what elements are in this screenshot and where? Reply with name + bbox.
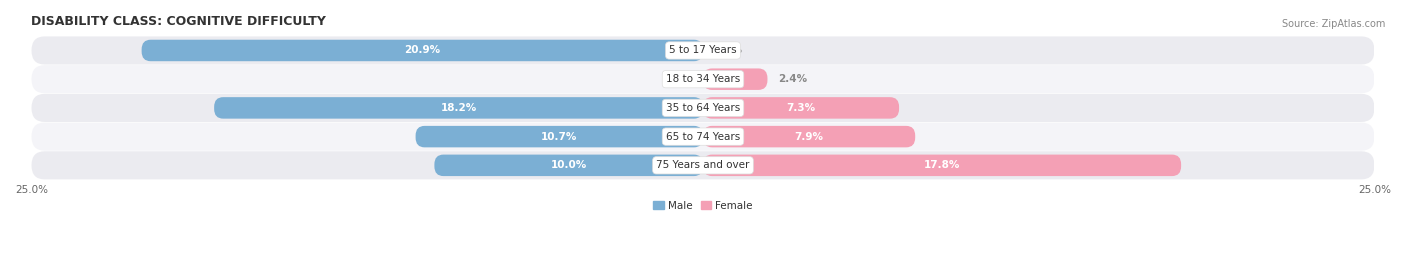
FancyBboxPatch shape [703, 155, 1181, 176]
FancyBboxPatch shape [31, 123, 1375, 151]
FancyBboxPatch shape [703, 97, 898, 119]
FancyBboxPatch shape [31, 65, 1375, 93]
FancyBboxPatch shape [214, 97, 703, 119]
Text: 17.8%: 17.8% [924, 160, 960, 170]
Legend: Male, Female: Male, Female [650, 196, 756, 215]
FancyBboxPatch shape [703, 68, 768, 90]
Text: 18.2%: 18.2% [440, 103, 477, 113]
FancyBboxPatch shape [31, 94, 1375, 122]
Text: 10.0%: 10.0% [551, 160, 586, 170]
FancyBboxPatch shape [703, 126, 915, 147]
Text: 7.9%: 7.9% [794, 132, 824, 141]
Text: 7.3%: 7.3% [786, 103, 815, 113]
FancyBboxPatch shape [31, 36, 1375, 65]
Text: 5 to 17 Years: 5 to 17 Years [669, 45, 737, 55]
Text: 35 to 64 Years: 35 to 64 Years [666, 103, 740, 113]
Text: 20.9%: 20.9% [405, 45, 440, 55]
FancyBboxPatch shape [31, 151, 1375, 179]
FancyBboxPatch shape [142, 40, 703, 61]
Text: 18 to 34 Years: 18 to 34 Years [666, 74, 740, 84]
FancyBboxPatch shape [416, 126, 703, 147]
Text: DISABILITY CLASS: COGNITIVE DIFFICULTY: DISABILITY CLASS: COGNITIVE DIFFICULTY [31, 15, 326, 28]
Text: 2.4%: 2.4% [778, 74, 807, 84]
Text: Source: ZipAtlas.com: Source: ZipAtlas.com [1281, 19, 1385, 29]
FancyBboxPatch shape [434, 155, 703, 176]
Text: 75 Years and over: 75 Years and over [657, 160, 749, 170]
Text: 10.7%: 10.7% [541, 132, 578, 141]
Text: 65 to 74 Years: 65 to 74 Years [666, 132, 740, 141]
Text: 0.0%: 0.0% [714, 45, 742, 55]
Text: 0.0%: 0.0% [664, 74, 692, 84]
